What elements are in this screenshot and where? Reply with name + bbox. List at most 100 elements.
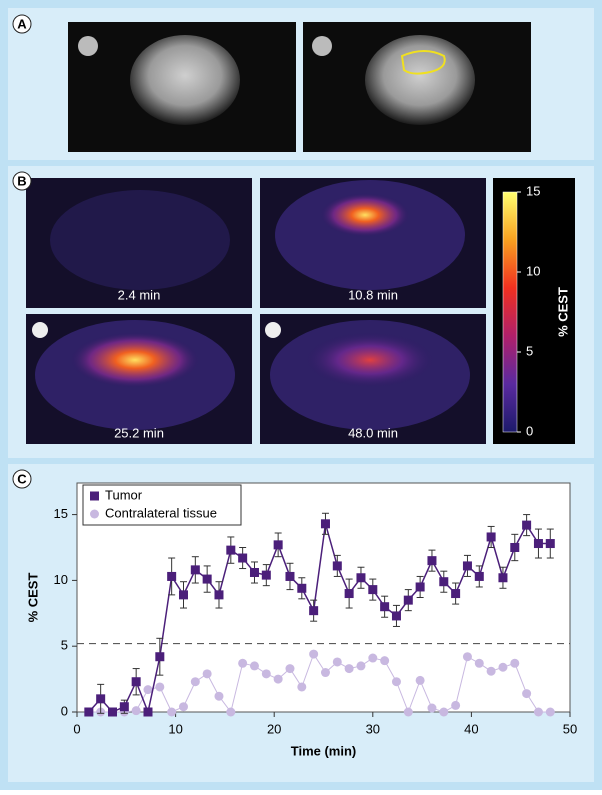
- image-label: 2.4 min: [118, 287, 161, 302]
- marker: [273, 674, 283, 684]
- marker: [167, 707, 177, 717]
- cest-map: [26, 178, 252, 308]
- marker: [486, 532, 496, 542]
- marker: [403, 595, 413, 605]
- mri-image: [68, 22, 296, 152]
- panel-label: A: [17, 16, 27, 31]
- marker: [356, 661, 366, 671]
- marker: [368, 585, 378, 595]
- marker: [522, 689, 532, 699]
- marker: [131, 677, 141, 687]
- marker: [320, 519, 330, 529]
- marker: [391, 677, 401, 687]
- marker: [545, 539, 555, 549]
- marker: [451, 589, 461, 599]
- marker: [297, 583, 307, 593]
- marker: [190, 677, 200, 687]
- marker: [403, 707, 413, 717]
- marker: [96, 694, 106, 704]
- x-tick-label: 20: [267, 721, 281, 736]
- marker: [309, 606, 319, 616]
- marker: [143, 707, 153, 717]
- marker: [462, 561, 472, 571]
- panel-label: C: [17, 471, 27, 486]
- marker: [498, 573, 508, 583]
- marker: [344, 589, 354, 599]
- x-tick-label: 0: [73, 721, 80, 736]
- y-tick-label: 5: [61, 638, 68, 653]
- cest-map: [260, 178, 486, 308]
- marker: [510, 658, 520, 668]
- marker: [119, 702, 129, 712]
- marker: [427, 556, 437, 566]
- series-line: [88, 523, 551, 715]
- marker: [427, 703, 437, 713]
- marker: [273, 540, 283, 550]
- marker: [320, 668, 330, 678]
- legend-label: Contralateral tissue: [105, 505, 217, 520]
- y-tick-label: 0: [61, 703, 68, 718]
- marker: [155, 652, 165, 662]
- marker: [309, 649, 319, 659]
- marker: [202, 669, 212, 679]
- marker: [249, 661, 259, 671]
- marker: [391, 611, 401, 621]
- series-line: [88, 652, 551, 714]
- marker: [285, 571, 295, 581]
- legend-label: Tumor: [105, 487, 143, 502]
- marker: [533, 707, 543, 717]
- colorbar-tick-label: 10: [526, 263, 540, 278]
- marker: [474, 571, 484, 581]
- colorbar: [502, 191, 518, 433]
- marker: [226, 707, 236, 717]
- cest-map: [260, 314, 486, 444]
- mri-image: [303, 22, 531, 152]
- x-tick-label: 30: [366, 721, 380, 736]
- y-axis-label: % CEST: [25, 573, 40, 623]
- colorbar-tick-label: 0: [526, 423, 533, 438]
- marker: [297, 682, 307, 692]
- marker: [439, 577, 449, 587]
- cest-map: [26, 314, 252, 444]
- marker: [238, 553, 248, 563]
- marker: [332, 561, 342, 571]
- marker: [522, 520, 532, 530]
- colorbar-tick-label: 15: [526, 183, 540, 198]
- marker: [415, 675, 425, 685]
- x-tick-label: 40: [464, 721, 478, 736]
- marker: [214, 691, 224, 701]
- marker: [439, 707, 449, 717]
- marker: [510, 542, 520, 552]
- panel-label-badge: [12, 469, 32, 489]
- image-label: 10.8 min: [348, 287, 398, 302]
- legend-marker: [90, 509, 99, 519]
- marker: [332, 657, 342, 667]
- marker: [238, 658, 248, 668]
- marker: [486, 666, 496, 676]
- marker: [415, 582, 425, 592]
- marker: [107, 707, 117, 717]
- marker: [261, 570, 271, 580]
- marker: [214, 590, 224, 600]
- marker: [380, 602, 390, 612]
- panel-label: B: [17, 173, 26, 188]
- x-axis-label: Time (min): [291, 743, 357, 758]
- x-tick-label: 50: [563, 721, 577, 736]
- marker: [368, 653, 378, 663]
- marker: [498, 662, 508, 672]
- marker: [356, 573, 366, 583]
- y-tick-label: 15: [54, 506, 68, 521]
- marker: [167, 571, 177, 581]
- marker: [190, 565, 200, 575]
- marker: [226, 545, 236, 555]
- marker: [474, 658, 484, 668]
- x-tick-label: 10: [168, 721, 182, 736]
- panel-label-badge: [12, 14, 32, 34]
- image-label: 25.2 min: [114, 425, 164, 440]
- marker: [131, 706, 141, 716]
- y-tick-label: 10: [54, 572, 68, 587]
- marker: [178, 702, 188, 712]
- marker: [451, 700, 461, 710]
- panel-label-badge: [12, 171, 32, 191]
